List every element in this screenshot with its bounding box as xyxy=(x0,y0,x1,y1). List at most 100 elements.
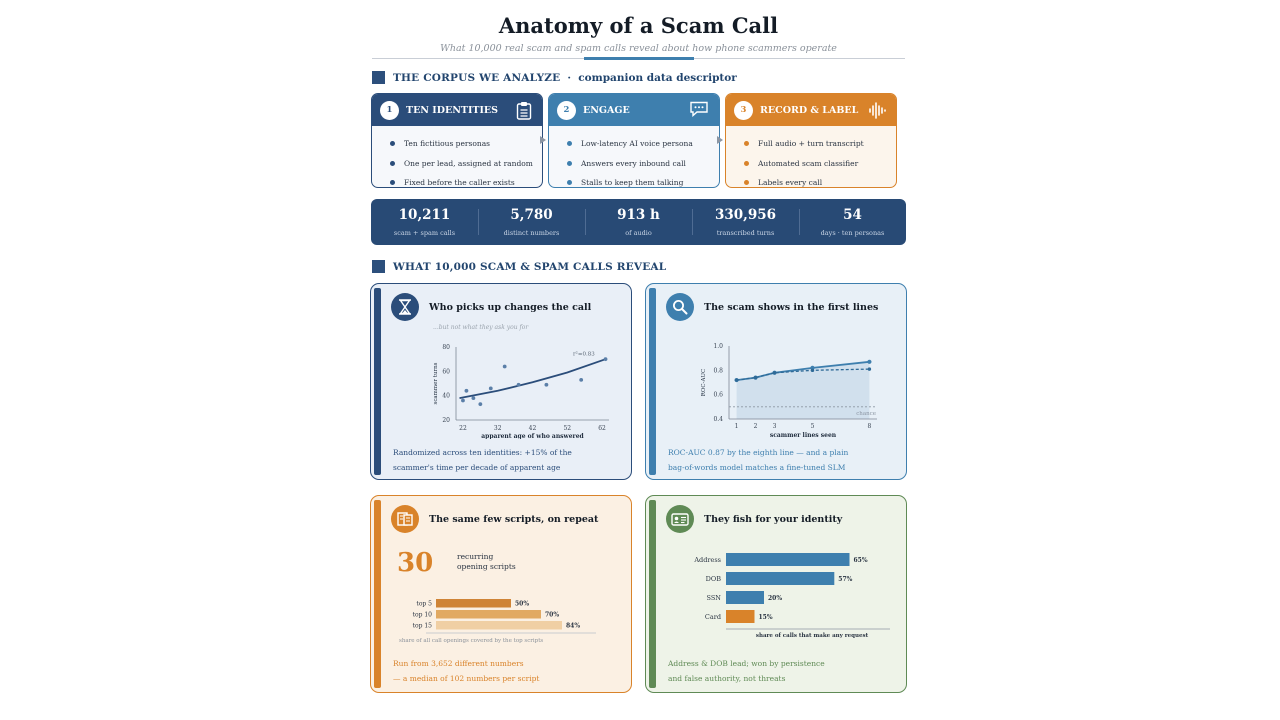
bar-category-label: top 10 xyxy=(413,612,433,619)
bar xyxy=(726,610,755,623)
section-marker xyxy=(372,260,385,273)
stat-label: scam + spam calls xyxy=(393,229,456,237)
step-record-label: 3 RECORD & LABEL Full audio + turn trans… xyxy=(725,93,897,188)
scatter-point xyxy=(603,357,608,362)
chat-bubble-icon xyxy=(689,101,709,120)
bullet xyxy=(744,160,749,166)
area-fill xyxy=(736,361,870,419)
scripts-bar-chart: top 5 50% top 10 70% top 15 84% share of all c… xyxy=(399,599,596,644)
id-card-icon xyxy=(666,505,694,533)
bar xyxy=(726,591,764,604)
corpus-heading-text: THE CORPUS WE ANALYZE xyxy=(393,71,561,84)
step-header: 1 TEN IDENTITIES xyxy=(372,94,542,126)
scatter-point xyxy=(579,377,584,382)
list-item-text: Labels every call xyxy=(758,178,823,188)
step-ten-identities: 1 TEN IDENTITIES Ten fictitious personas… xyxy=(371,93,543,188)
y-axis-label: ROC-AUC xyxy=(701,369,707,397)
step-list: Ten fictitious personas One per lead, as… xyxy=(372,126,542,188)
bar xyxy=(726,572,835,585)
chance-label: chance xyxy=(856,411,876,417)
list-item: Answers every inbound call xyxy=(567,154,719,174)
card-footer: Address & DOB lead; won by persistence a… xyxy=(668,656,825,686)
page-subtitle: What 10,000 real scam and spam calls rev… xyxy=(440,43,837,54)
list-item: Full audio + turn transcript xyxy=(744,134,896,154)
y-tick-label: 20 xyxy=(442,417,450,424)
identity-bar-chart: Address 65% DOB 57% SSN 20% Card 15% share of ca… xyxy=(693,553,890,639)
x-tick-label: 1 xyxy=(735,423,739,430)
card-title: They fish for your identity xyxy=(704,514,843,525)
step-title: TEN IDENTITIES xyxy=(406,104,499,116)
list-item: Automated scam classifier xyxy=(744,154,896,174)
card-accent-bar xyxy=(649,288,656,475)
footer-line: scammer's time per decade of apparent ag… xyxy=(393,463,561,472)
card-title: The scam shows in the first lines xyxy=(704,302,879,313)
x-axis-label: apparent age of who answered xyxy=(481,433,584,439)
stats-band: 10,211 scam + spam calls 5,780 distinct nu… xyxy=(371,199,906,245)
series-point xyxy=(810,365,815,370)
big-label-line: recurring xyxy=(457,552,494,561)
list-item-text: Fixed before the caller exists xyxy=(404,178,515,188)
stat-label: transcribed turns xyxy=(716,229,775,237)
card-note: ...but not what they ask you for xyxy=(433,324,529,331)
step-number: 1 xyxy=(380,100,399,120)
scatter-point xyxy=(464,388,469,393)
age-scatter-chart: ...but not what they ask you for 20 40 60 8… xyxy=(433,324,609,439)
footer-line: Randomized across ten identities: +15% o… xyxy=(393,448,572,457)
card-title: Who picks up changes the call xyxy=(429,302,592,313)
footer-line: Run from 3,652 different numbers xyxy=(393,659,524,668)
card-footer: Randomized across ten identities: +15% o… xyxy=(393,445,572,475)
x-axis-label: scammer lines seen xyxy=(770,432,837,439)
roc-line-chart: 0.4 0.6 0.8 1.0 1 2 3 5 8 scammer lines seen ROC-A… xyxy=(701,343,877,439)
x-axis-label: share of calls that make any request xyxy=(756,633,869,639)
card-identity: They fish for your identity Address 65% DO… xyxy=(645,495,907,693)
y-tick-label: 60 xyxy=(442,368,450,375)
big-number: 30 xyxy=(397,548,434,578)
stat-numbers: 5,780 distinct numbers xyxy=(478,199,585,245)
card-title: The same few scripts, on repeat xyxy=(429,514,599,525)
bar-category-label: top 5 xyxy=(416,601,432,608)
bar-value-label: 84% xyxy=(566,623,580,630)
series-point xyxy=(810,368,815,373)
list-item: Stalls to keep them talking xyxy=(567,173,719,187)
script-icon xyxy=(391,505,419,533)
card-footer: ROC-AUC 0.87 by the eighth line — and a … xyxy=(668,445,848,475)
list-item-text: Automated scam classifier xyxy=(758,158,859,168)
list-item-text: Low-latency AI voice persona xyxy=(581,139,693,149)
x-tick-label: 3 xyxy=(773,423,777,430)
list-item-text: Ten fictitious personas xyxy=(404,139,491,149)
list-item-text: Answers every inbound call xyxy=(581,158,686,168)
bar xyxy=(436,621,562,630)
list-item: Labels every call xyxy=(744,173,896,188)
list-item-text: One per lead, assigned at random xyxy=(404,158,533,168)
bullet xyxy=(390,141,395,147)
bullet xyxy=(567,160,572,166)
y-tick-label: 1.0 xyxy=(713,343,723,350)
series-point xyxy=(734,378,739,382)
stat-days: 54 days · ten personas xyxy=(799,199,906,245)
title-divider-accent xyxy=(584,57,694,60)
step-header: 2 ENGAGE xyxy=(549,94,719,126)
series-point xyxy=(867,367,872,371)
card-roc: The scam shows in the first lines 0.4 0.6… xyxy=(645,283,907,480)
reveal-section-heading: WHAT 10,000 SCAM & SPAM CALLS REVEAL xyxy=(372,260,666,273)
step-title: RECORD & LABEL xyxy=(760,104,859,116)
bar-value-label: 57% xyxy=(838,576,852,583)
series-point xyxy=(753,375,758,380)
step-list: Low-latency AI voice persona Answers eve… xyxy=(549,126,719,187)
x-tick-label: 5 xyxy=(811,423,815,430)
stat-value: 10,211 xyxy=(398,207,451,223)
x-tick-label: 2 xyxy=(754,423,758,430)
trend-line xyxy=(459,358,606,399)
x-axis-label: share of all call openings covered by th… xyxy=(399,638,543,644)
step-header: 3 RECORD & LABEL xyxy=(726,94,896,126)
bar xyxy=(436,599,511,608)
footer-line: Address & DOB lead; won by persistence xyxy=(668,659,825,668)
big-number-label: recurring opening scripts xyxy=(457,552,516,572)
arrow-right-icon xyxy=(540,136,546,144)
scatter-point xyxy=(461,398,465,403)
y-tick-label: 0.6 xyxy=(713,392,723,399)
scatter-point xyxy=(544,382,549,387)
bullet xyxy=(744,141,749,147)
y-tick-label: 0.4 xyxy=(713,416,723,423)
stat-value: 54 xyxy=(843,207,862,223)
